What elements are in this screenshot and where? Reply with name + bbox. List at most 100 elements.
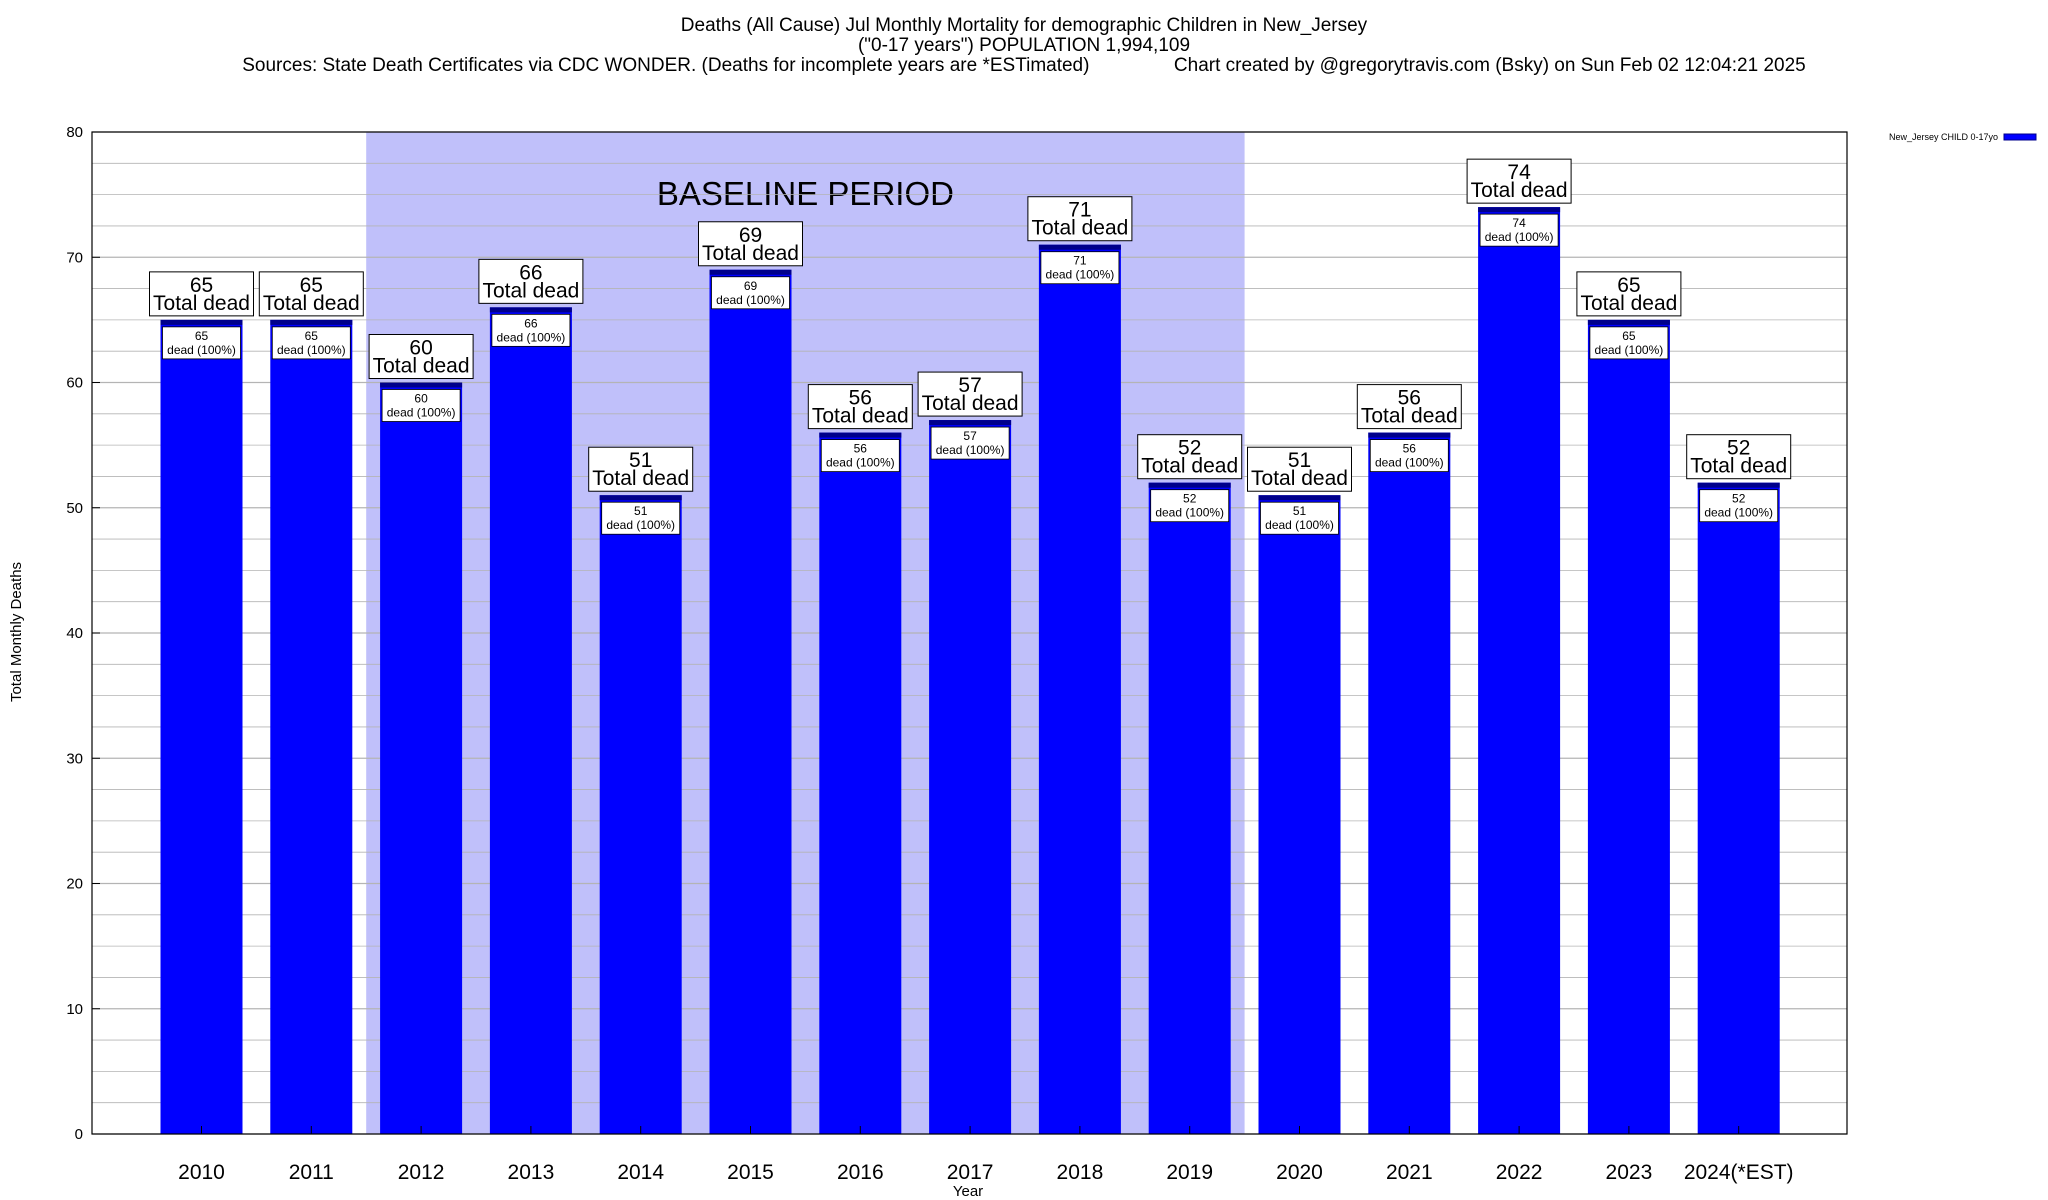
bar: [270, 319, 353, 1134]
total-dead-label: Total dead: [263, 292, 360, 315]
chart-title: Deaths (All Cause) Jul Monthly Mortality…: [681, 15, 1368, 36]
total-label-box: [588, 446, 694, 492]
y-tick-label: 20: [66, 876, 83, 893]
inner-percent-label: dead (100%): [167, 343, 236, 357]
inner-value-label: 60: [414, 392, 428, 406]
bar: [1368, 432, 1451, 1135]
x-tick-label: 2021: [1386, 1161, 1433, 1184]
y-tick-label: 60: [66, 375, 83, 392]
total-value-label: 66: [519, 261, 542, 284]
bar-cap: [489, 307, 572, 313]
chart-subtitle: ("0-17 years") POPULATION 1,994,109: [858, 35, 1190, 56]
inner-value-label: 66: [524, 316, 538, 330]
x-tick-label: 2011: [289, 1161, 334, 1184]
total-dead-label: Total dead: [373, 355, 470, 378]
inner-value-label: 65: [195, 329, 209, 343]
total-value-label: 51: [1288, 449, 1311, 472]
x-tick-label: 2010: [178, 1161, 225, 1184]
inner-value-label: 51: [1293, 504, 1307, 518]
bar: [709, 269, 792, 1134]
total-dead-label: Total dead: [482, 279, 579, 302]
legend: New_Jersey CHILD 0-17yo: [1889, 132, 2037, 142]
total-dead-label: Total dead: [1690, 455, 1787, 478]
bar-cap: [929, 420, 1012, 426]
inner-label-box: [381, 389, 461, 422]
total-label-box: [478, 258, 584, 304]
inner-label-box: [1589, 326, 1669, 360]
bar: [819, 432, 902, 1135]
inner-label-box: [601, 501, 681, 535]
total-label-box: [1247, 446, 1352, 492]
bar: [1038, 244, 1121, 1135]
inner-value-label: 52: [1732, 492, 1746, 506]
bar-cap: [1478, 207, 1561, 213]
total-dead-label: Total dead: [1251, 467, 1348, 490]
total-label-box: [807, 384, 913, 430]
bar: [1148, 482, 1231, 1134]
x-tick-label: 2024(*EST): [1684, 1161, 1794, 1184]
total-dead-label: Total dead: [812, 405, 909, 428]
legend-label: New_Jersey CHILD 0-17yo: [1889, 132, 1998, 142]
inner-label-box: [491, 313, 571, 347]
inner-percent-label: dead (100%): [1595, 343, 1664, 357]
inner-value-label: 69: [744, 279, 758, 293]
inner-percent-label: dead (100%): [826, 456, 895, 470]
total-label-box: [1576, 271, 1682, 317]
bar: [929, 420, 1012, 1134]
total-label-box: [698, 221, 803, 267]
inner-label-box: [1369, 439, 1449, 473]
total-value-label: 52: [1727, 437, 1750, 460]
inner-value-label: 57: [963, 429, 977, 443]
legend-swatch: [2003, 133, 2037, 141]
inner-label-box: [162, 326, 241, 360]
total-dead-label: Total dead: [702, 242, 799, 265]
inner-percent-label: dead (100%): [606, 518, 675, 532]
inner-label-box: [1479, 213, 1559, 247]
bar-cap: [819, 432, 902, 438]
x-tick-label: 2014: [617, 1161, 664, 1184]
bar-cap: [270, 319, 353, 325]
bar-cap: [599, 495, 682, 501]
inner-percent-label: dead (100%): [1046, 268, 1115, 282]
x-tick-label: 2022: [1496, 1161, 1543, 1184]
inner-value-label: 52: [1183, 492, 1197, 506]
inner-value-label: 51: [634, 504, 648, 518]
bar-cap: [1587, 319, 1670, 325]
inner-percent-label: dead (100%): [387, 406, 456, 420]
total-label-box: [368, 334, 474, 379]
inner-label-box: [930, 426, 1010, 460]
inner-value-label: 71: [1073, 254, 1087, 268]
y-tick-label: 80: [66, 124, 83, 141]
inner-label-box: [1260, 501, 1339, 535]
total-dead-label: Total dead: [1361, 405, 1458, 428]
total-dead-label: Total dead: [1471, 179, 1568, 202]
total-value-label: 60: [409, 337, 432, 360]
bar-cap: [380, 382, 463, 388]
total-dead-label: Total dead: [1031, 217, 1128, 240]
total-label-box: [1466, 158, 1572, 204]
inner-label-box: [1699, 489, 1779, 523]
chart-sources: Sources: State Death Certificates via CD…: [242, 55, 1806, 76]
total-value-label: 74: [1507, 161, 1531, 184]
inner-label-box: [1150, 489, 1230, 523]
x-axis-title: Year: [953, 1183, 983, 1200]
y-tick-label: 0: [75, 1126, 83, 1143]
total-value-label: 52: [1178, 437, 1201, 460]
bar-cap: [160, 319, 243, 325]
total-value-label: 57: [958, 374, 981, 397]
y-tick-label: 70: [66, 249, 83, 266]
total-label-box: [1137, 434, 1243, 480]
inner-percent-label: dead (100%): [1485, 230, 1554, 244]
plot-border: [91, 131, 1848, 1135]
x-tick-label: 2018: [1057, 1161, 1104, 1184]
y-tick-label: 10: [66, 1001, 83, 1018]
inner-percent-label: dead (100%): [1155, 506, 1224, 520]
